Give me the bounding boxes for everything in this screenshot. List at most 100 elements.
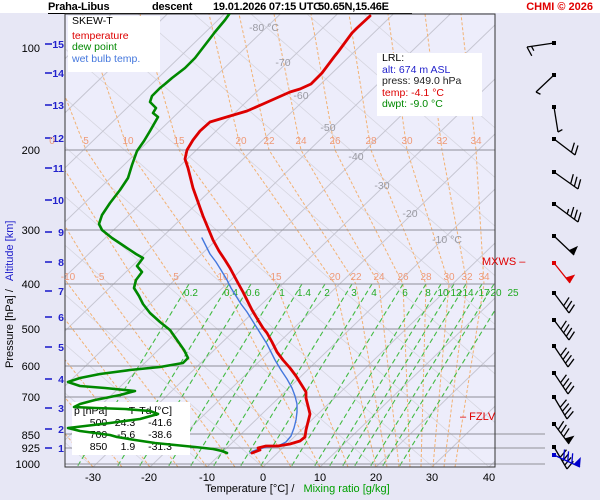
dry-adiabat-line [65, 244, 321, 467]
mixing-ratio-label: 0.4 [224, 288, 238, 299]
mixing-ratio-label: 6 [402, 288, 408, 299]
y-axis-title-pressure: Pressure [hPa] / [4, 289, 16, 368]
wind-barb-feather [561, 403, 570, 412]
wind-barb [552, 105, 563, 133]
legend-items: temperature dew point wet bulb temp. [72, 29, 160, 66]
pressure-tick-label: 200 [22, 145, 40, 157]
pressure-tick-label: 925 [22, 443, 40, 455]
moist-adiabat-label: 30 [443, 272, 455, 283]
altitude-tick-label: 15 [52, 39, 64, 51]
moist-adiabat-line [310, 14, 411, 467]
moist-adiabat-label: 20 [235, 136, 247, 147]
pressure-tick-label: 600 [22, 361, 40, 373]
isotherm-label: -70 [275, 57, 290, 69]
dew-point-curve [66, 14, 231, 455]
wind-barb-staff [553, 345, 569, 368]
fzlv-marker: – FZLV [460, 411, 496, 423]
altitude-tick-label: 3 [58, 403, 64, 415]
mixing-ratio-label: 14 [462, 288, 474, 299]
altitude-tick-label: 8 [58, 257, 64, 269]
mixing-ratio-label: 25 [507, 288, 519, 299]
wind-barb-feather [564, 354, 572, 364]
moist-adiabat-label: -10 [61, 272, 76, 283]
wind-barb-staff [526, 42, 555, 48]
temp-tick-label: 20 [370, 472, 382, 484]
moist-adiabat-label: 28 [420, 272, 432, 283]
mixing-ratio-line [189, 283, 303, 467]
legend-box: SKEW-T temperature dew point wet bulb temp… [68, 15, 160, 72]
dry-adiabat-line [65, 48, 495, 424]
wind-barb-feather [560, 320, 567, 330]
wind-barb-feather [577, 212, 582, 223]
temp-tick-label: -20 [141, 472, 157, 484]
moist-adiabat-label: 34 [478, 272, 490, 283]
moist-adiabat-label: 10 [122, 136, 134, 147]
moist-adiabat-label: 28 [365, 136, 377, 147]
isotherm-line [375, 351, 495, 467]
legend-item: dew point [72, 41, 117, 53]
legend-heading: SKEW-T [72, 15, 113, 27]
isotherm-line [65, 14, 281, 223]
wind-barb-pennant [565, 274, 576, 283]
lrl-line: dwpt: -9.0 °C [382, 98, 443, 110]
altitude-tick-label: 13 [52, 100, 64, 112]
mixing-ratio-line [341, 283, 455, 467]
x-axis-title-mixing: Mixing ratio [g/kg] [303, 483, 390, 495]
moist-adiabat-label: 15 [270, 272, 282, 283]
dry-adiabat-line [65, 146, 434, 467]
plot-frame [64, 13, 496, 468]
wind-barb-feather [526, 46, 533, 57]
wind-barb-feather [562, 351, 570, 360]
wind-barb-feather [563, 297, 570, 307]
moist-adiabat-line [139, 14, 349, 467]
wind-barb-feather [567, 385, 575, 395]
mixing-ratio-line [353, 283, 467, 467]
wind-barb-feather [559, 374, 567, 384]
wet-bulb-curve [201, 237, 298, 454]
isotherm-line [319, 297, 495, 467]
wind-barb-feather [570, 206, 575, 217]
mixing-ratio-label: 12 [450, 288, 462, 299]
wind-barb-feather [564, 381, 572, 391]
wind-barb-feather [559, 449, 567, 458]
wind-barb [552, 234, 578, 256]
mixing-ratio-line [381, 283, 495, 467]
wind-barb-feather [570, 173, 574, 184]
moist-adiabat-line [238, 14, 388, 467]
mixing-ratio-label: 1.4 [297, 288, 311, 299]
mixing-ratio-label: 3 [351, 288, 357, 299]
wind-barb-feather [570, 142, 576, 153]
wind-barb-feather [563, 449, 566, 460]
lrl-line: temp: -4.1 °C [382, 86, 444, 99]
moist-adiabat-line [65, 169, 264, 467]
temperature-curve [183, 14, 372, 455]
legend-item: wet bulb temp. [72, 52, 141, 65]
x-axis-title: Temperature [°C] / Mixing ratio [g/kg] [205, 483, 390, 495]
wind-barb [552, 395, 574, 420]
level-table-cell: 1.9 [120, 441, 136, 453]
legend-item: temperature [72, 29, 129, 42]
altitude-tick-label: 11 [53, 163, 64, 175]
mixing-ratio-line [328, 283, 442, 467]
dry-adiabat-line [137, 14, 495, 325]
isotherm-line [262, 242, 495, 467]
copyright-label: CHMI © 2026 [526, 1, 593, 13]
dry-adiabat-line [193, 14, 495, 277]
wind-barb-feather [562, 378, 570, 387]
moist-adiabat-line [208, 14, 377, 467]
title-bar: Praha-Libus descent 19.01.2026 07:15 UTC… [0, 0, 600, 13]
level-table-cell: -38.6 [148, 429, 173, 441]
pressure-tick-label: 500 [22, 324, 40, 336]
wind-barb-staff [553, 319, 570, 341]
isotherm-line [65, 14, 168, 114]
wind-barb [552, 318, 576, 341]
wind-barb-feather [568, 331, 576, 341]
mixing-ratio-label: 20 [490, 288, 502, 299]
mixing-ratio-label: 8 [425, 288, 431, 299]
wind-barb-half-feather [530, 46, 535, 52]
mixing-ratio-line [212, 283, 326, 467]
moist-adiabat-label: 26 [329, 136, 341, 147]
lrl-heading: LRL: [382, 52, 405, 64]
moist-adiabat-label: 5 [83, 136, 89, 147]
isotherm-label: -80 °C [249, 22, 279, 34]
